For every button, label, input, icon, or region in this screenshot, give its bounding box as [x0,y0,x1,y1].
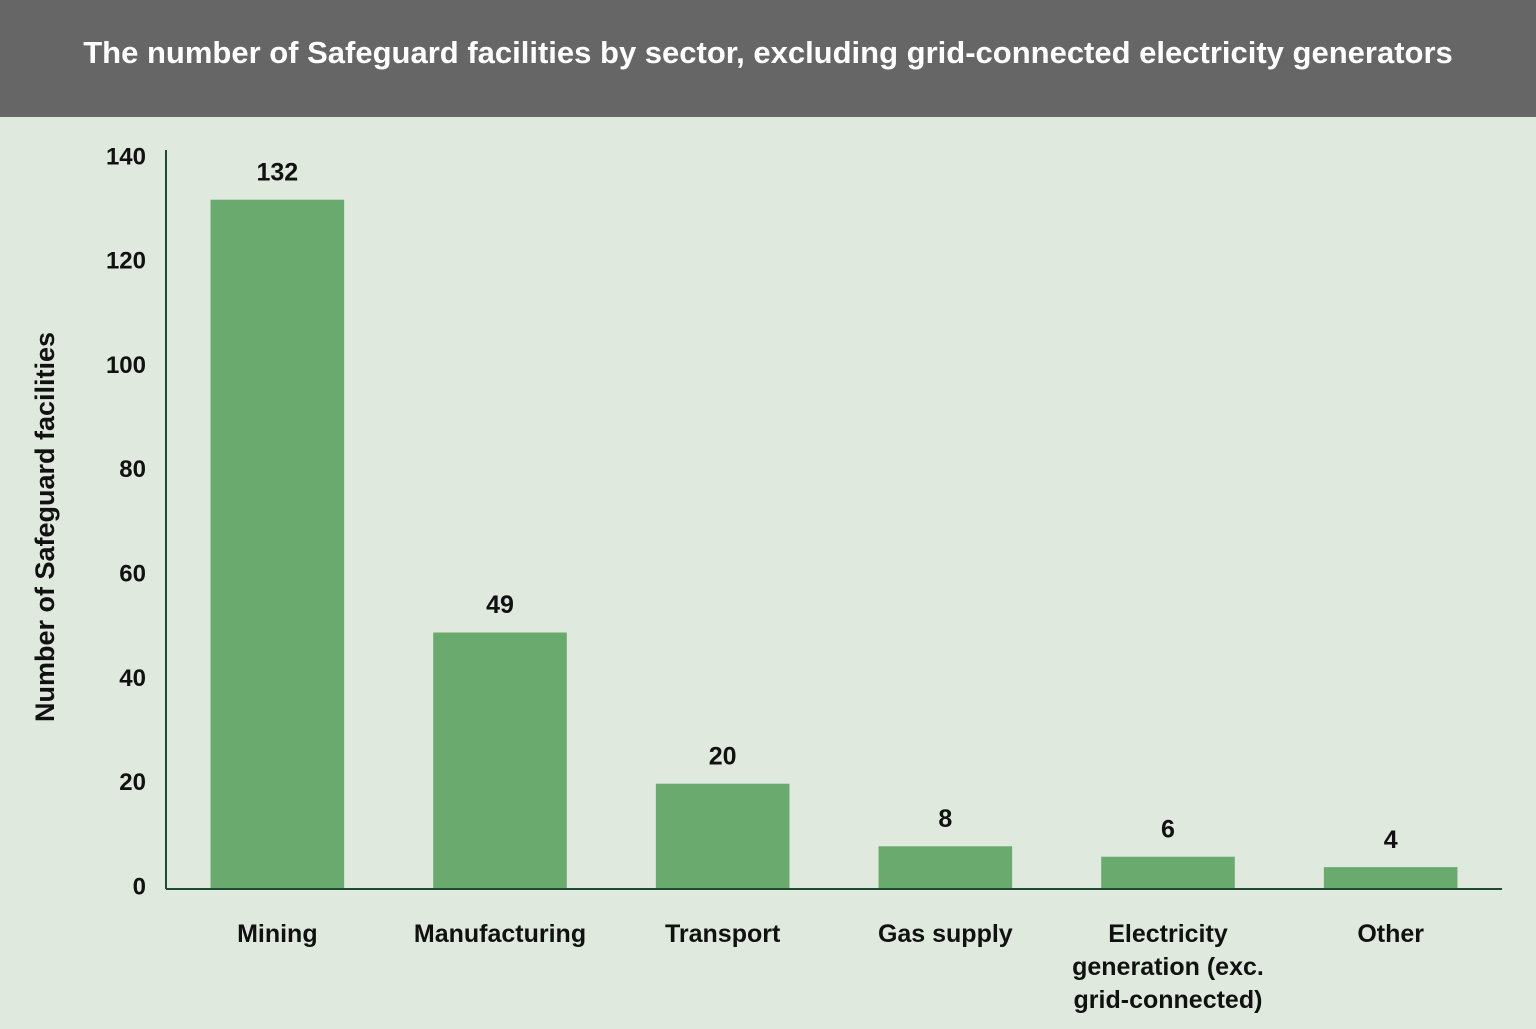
y-tick-label: 100 [106,352,146,379]
value-label: 49 [486,591,514,619]
x-tick-label-box: Manufacturing [413,920,587,948]
x-tick-label: Transport [665,920,781,948]
x-tick-label: Electricity generation (exc. grid-connec… [1072,920,1264,1014]
title-band [0,0,1536,117]
x-tick-label-box: Transport [665,920,781,948]
bar [878,846,1013,888]
value-label: 132 [256,158,298,186]
y-axis-label: Number of Safeguard facilities [30,332,60,722]
bar [1323,867,1458,888]
value-label: 4 [1384,826,1398,854]
x-tick-label: Other [1357,920,1424,948]
chart-title: The number of Safeguard facilities by se… [83,35,1453,70]
bar [1101,856,1235,888]
value-label: 8 [938,805,952,833]
x-tick-label: Manufacturing [413,920,587,948]
x-tick-label-box: Gas supply [877,920,1013,948]
bar [655,783,790,888]
x-tick-label-box: Electricity generation (exc. grid-connec… [1072,920,1264,1014]
x-tick-label: Gas supply [877,920,1013,948]
y-tick-label: 80 [119,456,146,483]
value-label: 20 [709,742,737,770]
y-tick-label: 0 [133,873,146,900]
y-tick-label: 60 [119,560,146,587]
bar [210,199,345,888]
y-tick-label: 120 [106,248,146,275]
x-tick-label-box: Mining [237,920,318,948]
y-tick-label: 140 [106,143,146,170]
value-label: 6 [1161,815,1175,843]
bar [433,632,567,888]
x-tick-label-box: Other [1357,920,1424,948]
x-tick-label: Mining [237,920,318,948]
y-tick-label: 40 [119,665,146,692]
y-tick-label: 20 [119,769,146,796]
